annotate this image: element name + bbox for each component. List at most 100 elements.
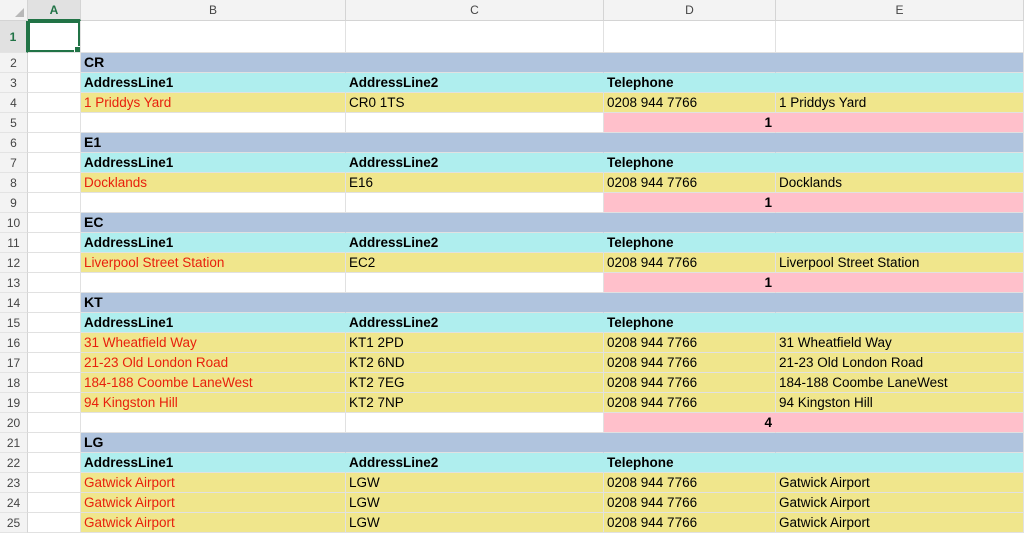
row-header[interactable]: 15 xyxy=(0,313,28,333)
row-header[interactable]: 5 xyxy=(0,113,28,133)
cell[interactable] xyxy=(28,193,81,213)
address-copy-cell[interactable]: 1 Priddys Yard xyxy=(776,93,1024,113)
row-header[interactable]: 9 xyxy=(0,193,28,213)
cell[interactable] xyxy=(776,313,1024,333)
cell[interactable] xyxy=(776,453,1024,473)
cell[interactable] xyxy=(81,193,346,213)
cell[interactable] xyxy=(81,113,346,133)
address-line1-cell[interactable]: Docklands xyxy=(81,173,346,193)
address-line1-cell[interactable]: Gatwick Airport xyxy=(81,473,346,493)
cell[interactable] xyxy=(346,113,604,133)
cell[interactable] xyxy=(346,293,604,313)
header-cell[interactable]: AddressLine1 xyxy=(81,233,346,253)
count-cell[interactable]: 1 xyxy=(604,273,776,293)
section-label-cell[interactable]: LG xyxy=(81,433,346,453)
address-line1-cell[interactable]: 94 Kingston Hill xyxy=(81,393,346,413)
address-line2-cell[interactable]: EC2 xyxy=(346,253,604,273)
header-cell[interactable]: AddressLine2 xyxy=(346,233,604,253)
row-header[interactable]: 7 xyxy=(0,153,28,173)
row-header[interactable]: 11 xyxy=(0,233,28,253)
header-cell[interactable]: AddressLine2 xyxy=(346,453,604,473)
cell[interactable] xyxy=(28,133,81,153)
count-cell[interactable]: 4 xyxy=(604,413,776,433)
telephone-cell[interactable]: 0208 944 7766 xyxy=(604,473,776,493)
address-line1-cell[interactable]: 31 Wheatfield Way xyxy=(81,333,346,353)
cell[interactable] xyxy=(346,193,604,213)
row-header[interactable]: 12 xyxy=(0,253,28,273)
row-header[interactable]: 13 xyxy=(0,273,28,293)
header-cell[interactable]: Telephone xyxy=(604,453,776,473)
address-line2-cell[interactable]: E16 xyxy=(346,173,604,193)
address-copy-cell[interactable]: 31 Wheatfield Way xyxy=(776,333,1024,353)
row-header[interactable]: 6 xyxy=(0,133,28,153)
cell[interactable] xyxy=(776,233,1024,253)
address-copy-cell[interactable]: Docklands xyxy=(776,173,1024,193)
cell[interactable] xyxy=(28,293,81,313)
address-line2-cell[interactable]: LGW xyxy=(346,513,604,533)
row-header[interactable]: 8 xyxy=(0,173,28,193)
address-line2-cell[interactable]: CR0 1TS xyxy=(346,93,604,113)
address-line1-cell[interactable]: 1 Priddys Yard xyxy=(81,93,346,113)
row-header[interactable]: 22 xyxy=(0,453,28,473)
cell[interactable] xyxy=(28,233,81,253)
row-header[interactable]: 16 xyxy=(0,333,28,353)
cell[interactable] xyxy=(604,213,776,233)
cell[interactable] xyxy=(776,133,1024,153)
address-copy-cell[interactable]: 21-23 Old London Road xyxy=(776,353,1024,373)
header-cell[interactable]: Telephone xyxy=(604,153,776,173)
cell[interactable] xyxy=(346,433,604,453)
column-header-d[interactable]: D xyxy=(604,0,776,21)
column-header-a[interactable]: A xyxy=(28,0,81,21)
column-header-e[interactable]: E xyxy=(776,0,1024,21)
cell[interactable] xyxy=(776,213,1024,233)
telephone-cell[interactable]: 0208 944 7766 xyxy=(604,353,776,373)
cell[interactable] xyxy=(346,213,604,233)
row-header[interactable]: 1 xyxy=(0,21,28,53)
active-cell-a1[interactable] xyxy=(28,21,81,53)
cell[interactable] xyxy=(28,213,81,233)
cell[interactable] xyxy=(28,173,81,193)
cell[interactable] xyxy=(346,133,604,153)
cell[interactable] xyxy=(776,273,1024,293)
row-header[interactable]: 20 xyxy=(0,413,28,433)
cell[interactable] xyxy=(28,473,81,493)
select-all-corner[interactable] xyxy=(0,0,28,21)
cell[interactable] xyxy=(604,21,776,53)
cell[interactable] xyxy=(346,21,604,53)
telephone-cell[interactable]: 0208 944 7766 xyxy=(604,493,776,513)
row-header[interactable]: 4 xyxy=(0,93,28,113)
row-header[interactable]: 25 xyxy=(0,513,28,533)
row-header[interactable]: 17 xyxy=(0,353,28,373)
section-label-cell[interactable]: EC xyxy=(81,213,346,233)
row-header[interactable]: 19 xyxy=(0,393,28,413)
column-header-b[interactable]: B xyxy=(81,0,346,21)
header-cell[interactable]: Telephone xyxy=(604,313,776,333)
address-line1-cell[interactable]: 21-23 Old London Road xyxy=(81,353,346,373)
address-line2-cell[interactable]: LGW xyxy=(346,493,604,513)
cell[interactable] xyxy=(81,273,346,293)
address-copy-cell[interactable]: 94 Kingston Hill xyxy=(776,393,1024,413)
address-copy-cell[interactable]: Gatwick Airport xyxy=(776,493,1024,513)
telephone-cell[interactable]: 0208 944 7766 xyxy=(604,173,776,193)
telephone-cell[interactable]: 0208 944 7766 xyxy=(604,253,776,273)
address-line2-cell[interactable]: KT2 7EG xyxy=(346,373,604,393)
cell[interactable] xyxy=(28,253,81,273)
cell[interactable] xyxy=(28,273,81,293)
cell[interactable] xyxy=(28,353,81,373)
fill-handle[interactable] xyxy=(74,46,80,52)
address-line1-cell[interactable]: 184-188 Coombe LaneWest xyxy=(81,373,346,393)
row-header[interactable]: 10 xyxy=(0,213,28,233)
section-label-cell[interactable]: CR xyxy=(81,53,346,73)
cell[interactable] xyxy=(604,53,776,73)
address-copy-cell[interactable]: Liverpool Street Station xyxy=(776,253,1024,273)
cell[interactable] xyxy=(776,433,1024,453)
cell[interactable] xyxy=(28,53,81,73)
cell[interactable] xyxy=(776,53,1024,73)
cell[interactable] xyxy=(776,193,1024,213)
row-header[interactable]: 21 xyxy=(0,433,28,453)
section-label-cell[interactable]: E1 xyxy=(81,133,346,153)
cell[interactable] xyxy=(346,53,604,73)
address-line2-cell[interactable]: KT2 7NP xyxy=(346,393,604,413)
cell[interactable] xyxy=(81,21,346,53)
header-cell[interactable]: Telephone xyxy=(604,233,776,253)
